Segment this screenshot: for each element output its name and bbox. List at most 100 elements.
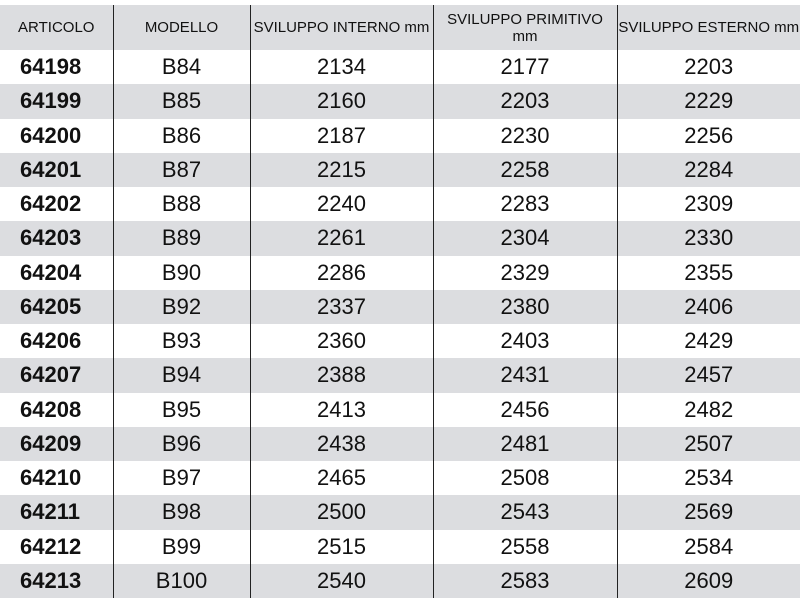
cell-esterno: 2507	[616, 426, 800, 461]
table-row: 64202 B88 2240 2283 2309	[0, 187, 800, 222]
table-row: 64205 B92 2337 2380 2406	[0, 289, 800, 324]
cell-articolo: 64205	[0, 289, 113, 324]
table-row: 64201 B87 2215 2258 2284	[0, 152, 800, 187]
cell-interno: 2286	[249, 255, 433, 290]
cell-articolo: 64202	[20, 191, 82, 217]
table-row: 64212 B99 2515 2558 2584	[0, 529, 800, 564]
cell-primitivo: 2508	[432, 461, 617, 496]
cell-articolo: 64204	[20, 259, 82, 285]
cell-modello: B89	[112, 221, 250, 256]
table-row: 64213 B100 2540 2583 2609	[0, 563, 800, 598]
cell-esterno: 2256	[616, 118, 800, 153]
cell-interno: 2515	[249, 529, 433, 564]
table-row: 64211 B98 2500 2543 2569	[0, 495, 800, 530]
cell-esterno: 2569	[616, 495, 800, 530]
cell-articolo: 64199	[0, 84, 113, 119]
cell-interno: 2413	[249, 392, 433, 427]
cell-esterno: 2229	[616, 84, 800, 119]
table-row: 64203 B89 2261 2304 2330	[0, 221, 800, 256]
cell-esterno: 2355	[616, 255, 800, 290]
cell-primitivo: 2177	[432, 50, 617, 85]
cell-modello: B96	[112, 426, 250, 461]
table-row: 64210 B97 2465 2508 2534	[0, 461, 800, 496]
cell-articolo: 64208	[20, 396, 82, 422]
cell-esterno: 2284	[616, 152, 800, 187]
cell-modello: B99	[112, 529, 250, 564]
cell-interno: 2388	[249, 358, 433, 393]
cell-articolo: 64212	[20, 533, 82, 559]
table-row: 64199 B85 2160 2203 2229	[0, 84, 800, 119]
cell-articolo: 64200	[20, 122, 82, 148]
cell-primitivo: 2258	[432, 152, 617, 187]
table-row: 64206 B93 2360 2403 2429	[0, 324, 800, 359]
cell-esterno: 2482	[616, 392, 800, 427]
header-sviluppo-interno: SVILUPPO INTERNO mm	[249, 5, 433, 50]
belt-spec-table: ARTICOLO MODELLO SVILUPPO INTERNO mm SVI…	[0, 5, 800, 598]
cell-modello: B87	[112, 152, 250, 187]
header-row: ARTICOLO MODELLO SVILUPPO INTERNO mm SVI…	[0, 5, 800, 50]
cell-esterno: 2406	[616, 289, 800, 324]
cell-interno: 2134	[249, 50, 433, 85]
table-row: 64208 B95 2413 2456 2482	[0, 392, 800, 427]
cell-interno: 2500	[249, 495, 433, 530]
cell-articolo: 64201	[0, 152, 113, 187]
cell-esterno: 2609	[616, 563, 800, 598]
cell-interno: 2187	[249, 118, 433, 153]
header-modello: MODELLO	[112, 5, 250, 50]
cell-primitivo: 2304	[432, 221, 617, 256]
cell-modello: B90	[112, 255, 250, 290]
table-row: 64209 B96 2438 2481 2507	[0, 426, 800, 461]
header-sviluppo-esterno: SVILUPPO ESTERNO mm	[616, 5, 800, 50]
cell-modello: B98	[112, 495, 250, 530]
cell-modello: B97	[112, 461, 250, 496]
cell-primitivo: 2230	[432, 118, 617, 153]
cell-esterno: 2534	[616, 461, 800, 496]
cell-esterno: 2309	[616, 187, 800, 222]
cell-esterno: 2203	[616, 50, 800, 85]
cell-interno: 2261	[249, 221, 433, 256]
cell-interno: 2465	[249, 461, 433, 496]
cell-articolo: 64209	[0, 426, 113, 461]
cell-interno: 2240	[249, 187, 433, 222]
cell-primitivo: 2481	[432, 426, 617, 461]
cell-primitivo: 2403	[432, 324, 617, 359]
cell-primitivo: 2583	[432, 563, 617, 598]
header-articolo: ARTICOLO	[0, 5, 113, 50]
cell-esterno: 2457	[616, 358, 800, 393]
table-row: 64204 B90 2286 2329 2355	[0, 255, 800, 290]
cell-modello: B100	[112, 563, 250, 598]
cell-articolo: 64198	[20, 54, 82, 80]
table-row: 64198 B84 2134 2177 2203	[0, 50, 800, 85]
cell-articolo: 64210	[20, 465, 82, 491]
cell-articolo: 64213	[0, 563, 113, 598]
cell-primitivo: 2203	[432, 84, 617, 119]
cell-articolo: 64207	[0, 358, 113, 393]
cell-articolo: 64203	[0, 221, 113, 256]
cell-interno: 2160	[249, 84, 433, 119]
cell-primitivo: 2283	[432, 187, 617, 222]
cell-modello: B85	[112, 84, 250, 119]
cell-modello: B88	[112, 187, 250, 222]
cell-modello: B92	[112, 289, 250, 324]
table-row: 64200 B86 2187 2230 2256	[0, 118, 800, 153]
cell-modello: B86	[112, 118, 250, 153]
cell-interno: 2360	[249, 324, 433, 359]
cell-modello: B93	[112, 324, 250, 359]
cell-primitivo: 2431	[432, 358, 617, 393]
cell-interno: 2215	[249, 152, 433, 187]
cell-primitivo: 2456	[432, 392, 617, 427]
cell-interno: 2438	[249, 426, 433, 461]
cell-primitivo: 2329	[432, 255, 617, 290]
header-sviluppo-primitivo: SVILUPPO PRIMITIVO mm	[432, 5, 617, 50]
cell-interno: 2337	[249, 289, 433, 324]
cell-modello: B94	[112, 358, 250, 393]
cell-esterno: 2330	[616, 221, 800, 256]
cell-primitivo: 2543	[432, 495, 617, 530]
cell-interno: 2540	[249, 563, 433, 598]
cell-modello: B84	[112, 50, 250, 85]
cell-modello: B95	[112, 392, 250, 427]
cell-articolo: 64211	[0, 495, 113, 530]
cell-primitivo: 2380	[432, 289, 617, 324]
cell-primitivo: 2558	[432, 529, 617, 564]
cell-articolo: 64206	[20, 328, 82, 354]
